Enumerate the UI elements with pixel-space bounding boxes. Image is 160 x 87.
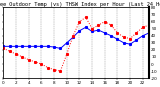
Title: Milwaukee Outdoor Temp (vs) THSW Index per Hour (Last 24 Hours): Milwaukee Outdoor Temp (vs) THSW Index p…	[0, 2, 160, 7]
